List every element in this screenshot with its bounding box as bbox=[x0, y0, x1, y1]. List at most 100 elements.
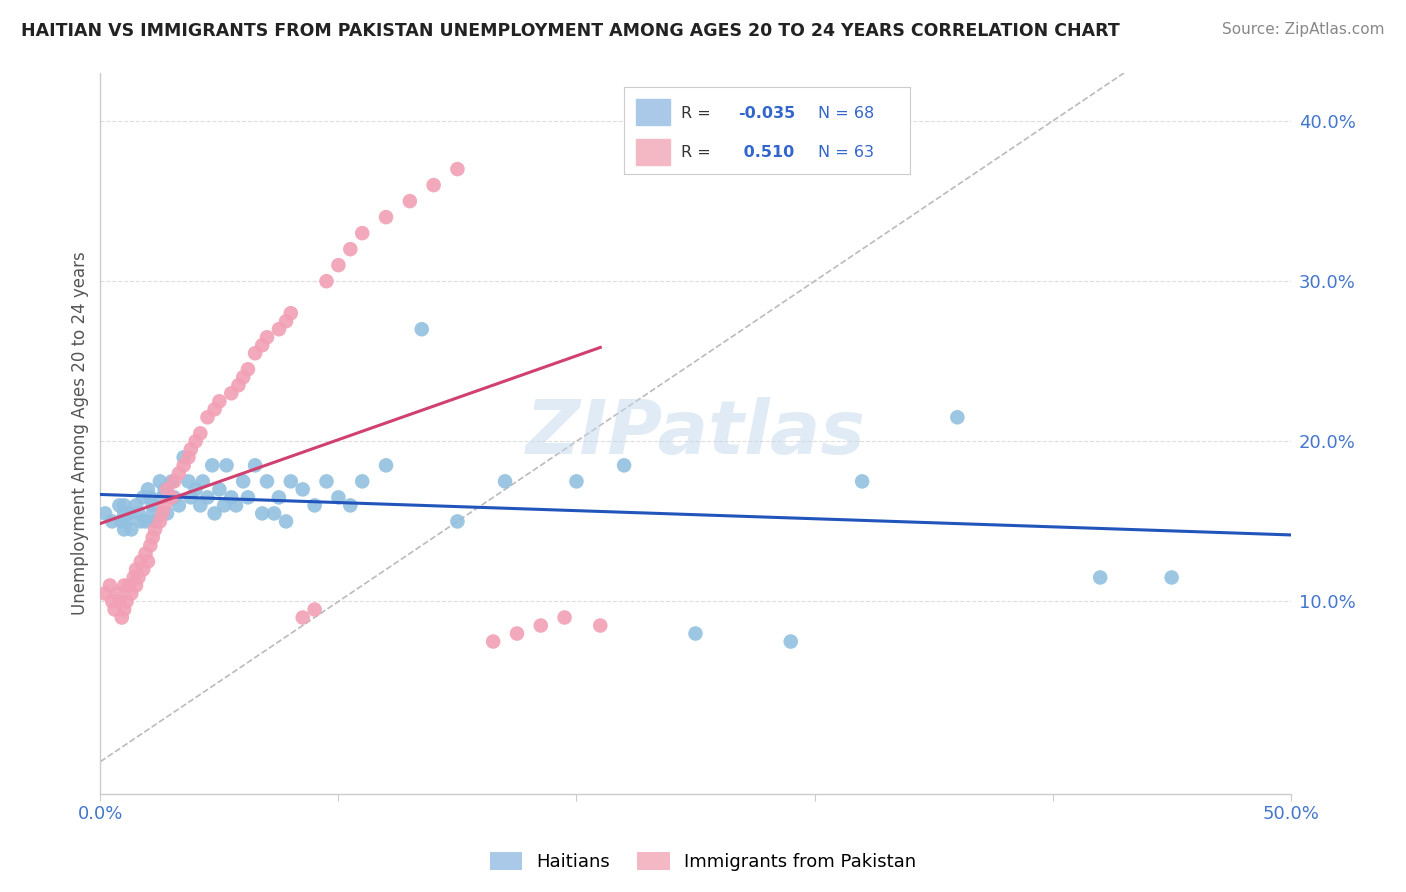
Point bbox=[149, 475, 172, 489]
Point bbox=[156, 507, 179, 521]
Point bbox=[167, 467, 190, 481]
Point bbox=[779, 634, 801, 648]
Point bbox=[167, 499, 190, 513]
Point bbox=[120, 586, 142, 600]
Point bbox=[494, 475, 516, 489]
Point bbox=[339, 499, 361, 513]
Point bbox=[98, 578, 121, 592]
Point bbox=[304, 499, 326, 513]
Legend: Haitians, Immigrants from Pakistan: Haitians, Immigrants from Pakistan bbox=[482, 845, 924, 879]
Point bbox=[153, 499, 176, 513]
Point bbox=[851, 475, 873, 489]
Point bbox=[225, 499, 247, 513]
Point bbox=[112, 507, 135, 521]
Point bbox=[422, 178, 444, 192]
Point bbox=[191, 475, 214, 489]
Point bbox=[177, 475, 200, 489]
Point bbox=[328, 258, 350, 272]
Point bbox=[163, 491, 186, 505]
Y-axis label: Unemployment Among Ages 20 to 24 years: Unemployment Among Ages 20 to 24 years bbox=[72, 252, 89, 615]
Point bbox=[274, 314, 297, 328]
Point bbox=[267, 322, 290, 336]
Point bbox=[263, 507, 285, 521]
Point bbox=[204, 402, 226, 417]
Point bbox=[589, 618, 612, 632]
Point bbox=[243, 346, 266, 360]
Point bbox=[94, 586, 117, 600]
Point bbox=[219, 386, 242, 401]
Point bbox=[143, 515, 166, 529]
Point bbox=[215, 458, 238, 473]
Point bbox=[143, 523, 166, 537]
Point bbox=[446, 162, 468, 177]
Point bbox=[219, 491, 242, 505]
Point bbox=[184, 434, 207, 449]
Point bbox=[136, 483, 159, 497]
Point bbox=[153, 483, 176, 497]
Point bbox=[160, 491, 183, 505]
Point bbox=[1160, 570, 1182, 584]
Point bbox=[156, 483, 179, 497]
Point bbox=[339, 242, 361, 256]
Point bbox=[446, 515, 468, 529]
Point bbox=[530, 618, 553, 632]
Point bbox=[252, 507, 274, 521]
Point bbox=[236, 362, 259, 376]
Point bbox=[291, 610, 314, 624]
Point bbox=[197, 491, 219, 505]
Point bbox=[208, 483, 231, 497]
Point bbox=[115, 594, 138, 608]
Point bbox=[120, 523, 142, 537]
Point bbox=[267, 491, 290, 505]
Point bbox=[232, 475, 254, 489]
Point bbox=[315, 274, 337, 288]
Point bbox=[280, 306, 302, 320]
Point bbox=[328, 491, 350, 505]
Point bbox=[104, 602, 127, 616]
Point bbox=[180, 442, 202, 457]
Point bbox=[118, 507, 141, 521]
Point bbox=[506, 626, 529, 640]
Point bbox=[127, 570, 149, 584]
Point bbox=[150, 507, 173, 521]
Point bbox=[112, 499, 135, 513]
Text: ZIPatlas: ZIPatlas bbox=[526, 397, 866, 470]
Point bbox=[108, 594, 131, 608]
Point bbox=[184, 483, 207, 497]
Point bbox=[946, 410, 969, 425]
Point bbox=[122, 570, 145, 584]
Point bbox=[142, 499, 165, 513]
Point bbox=[315, 475, 337, 489]
Point bbox=[208, 394, 231, 409]
Point bbox=[125, 499, 148, 513]
Point bbox=[125, 578, 148, 592]
Point bbox=[163, 475, 186, 489]
Point bbox=[135, 515, 157, 529]
Point bbox=[228, 378, 250, 392]
Point bbox=[243, 458, 266, 473]
Point bbox=[375, 458, 398, 473]
Point bbox=[112, 602, 135, 616]
Point bbox=[173, 458, 195, 473]
Point bbox=[177, 450, 200, 465]
Point bbox=[160, 475, 183, 489]
Point bbox=[411, 322, 433, 336]
Point bbox=[94, 507, 117, 521]
Point bbox=[111, 515, 134, 529]
Point bbox=[142, 530, 165, 544]
Point bbox=[352, 475, 374, 489]
Point bbox=[115, 515, 138, 529]
Text: HAITIAN VS IMMIGRANTS FROM PAKISTAN UNEMPLOYMENT AMONG AGES 20 TO 24 YEARS CORRE: HAITIAN VS IMMIGRANTS FROM PAKISTAN UNEM… bbox=[21, 22, 1119, 40]
Point bbox=[111, 610, 134, 624]
Point bbox=[274, 515, 297, 529]
Point bbox=[212, 499, 235, 513]
Point bbox=[232, 370, 254, 384]
Point bbox=[132, 491, 155, 505]
Point bbox=[236, 491, 259, 505]
Point bbox=[252, 338, 274, 352]
Point bbox=[127, 507, 149, 521]
Point bbox=[139, 491, 162, 505]
Point bbox=[613, 458, 636, 473]
Point bbox=[108, 499, 131, 513]
Point bbox=[135, 546, 157, 560]
